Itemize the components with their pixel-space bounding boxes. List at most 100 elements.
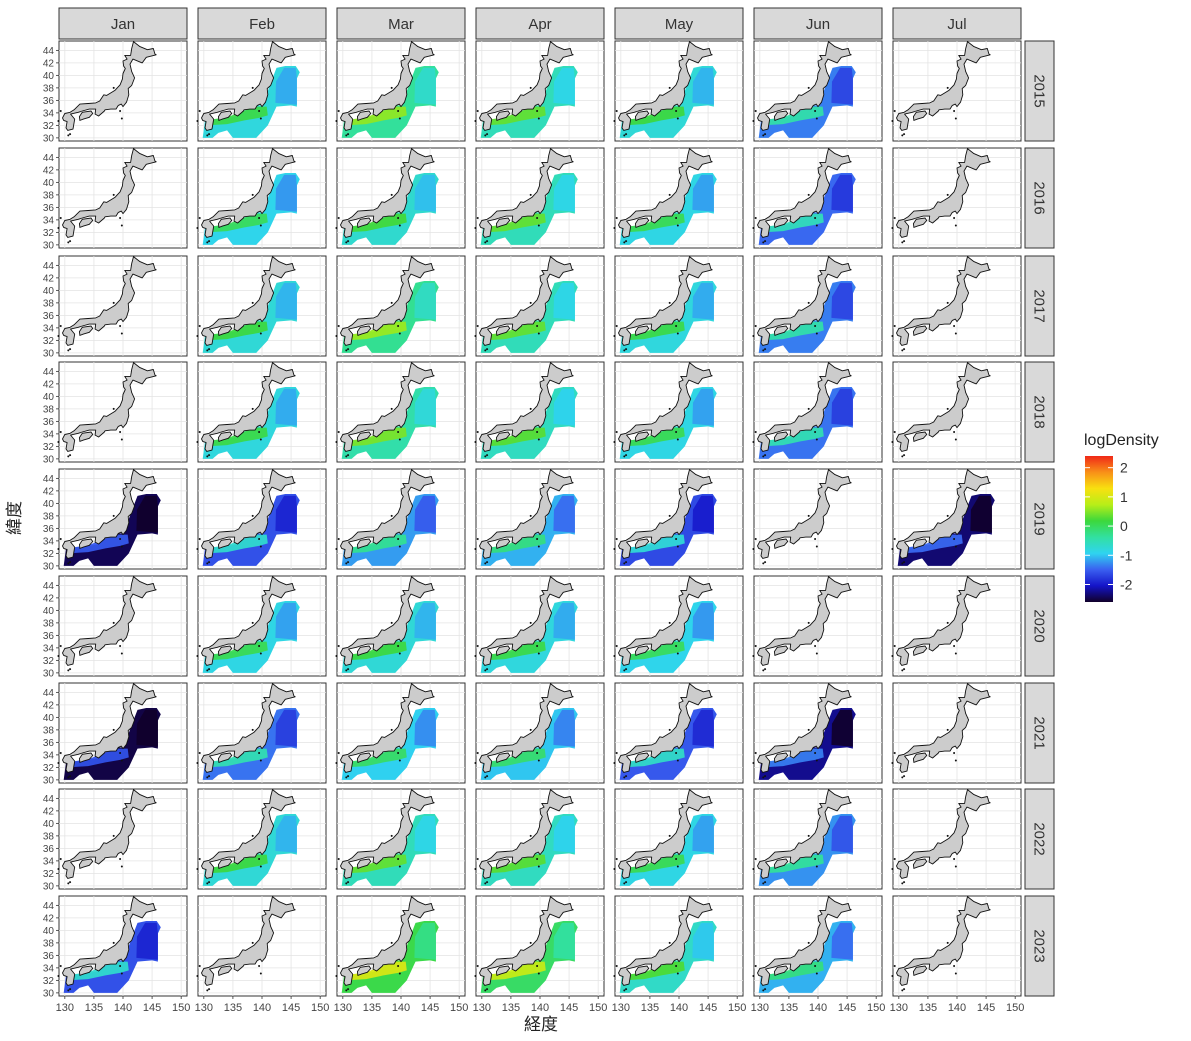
island-dot	[120, 759, 123, 762]
island-dot	[891, 975, 894, 977]
shikoku-landmass	[773, 431, 789, 443]
japan-landmass	[757, 789, 852, 879]
island-dot	[474, 975, 477, 977]
island-dot	[676, 332, 679, 335]
island-dot	[536, 217, 539, 219]
shikoku-landmass	[634, 965, 650, 977]
y-tick-label: 36	[43, 631, 55, 642]
y-tick-label: 44	[43, 474, 55, 485]
legend-tick-label: 0	[1120, 518, 1128, 534]
island-dot	[537, 438, 540, 441]
island-dot	[615, 325, 618, 327]
y-tick-label: 34	[43, 536, 55, 547]
island-dot	[891, 120, 894, 122]
column-strip-label: Feb	[249, 16, 275, 33]
y-tick-label: 32	[43, 656, 55, 667]
facet-panel	[196, 255, 327, 357]
island-dot	[196, 655, 199, 657]
island-dot	[764, 775, 767, 778]
x-tick-label: 140	[392, 1002, 410, 1014]
island-dot	[815, 117, 818, 120]
island-dot	[59, 645, 62, 647]
y-tick-label: 42	[43, 700, 55, 711]
japan-landmass	[757, 41, 852, 131]
density-offshore	[275, 67, 297, 105]
island-dot	[668, 728, 671, 731]
column-strip-label: Jul	[947, 16, 966, 33]
shikoku-landmass	[495, 110, 511, 122]
facet-panel	[891, 682, 1022, 784]
island-dot	[347, 668, 350, 671]
shikoku-landmass	[495, 431, 511, 443]
facet-panel	[196, 40, 327, 142]
facet-panel	[57, 895, 188, 997]
x-tick-label: 145	[699, 1002, 717, 1014]
density-offshore	[831, 67, 853, 105]
japan-landmass	[340, 148, 435, 238]
island-dot	[807, 621, 810, 624]
island-dot	[953, 645, 956, 647]
facet-panel	[474, 147, 605, 249]
x-tick-label: 135	[363, 1002, 381, 1014]
japan-landmass	[201, 896, 296, 986]
island-dot	[67, 989, 70, 992]
island-dot	[536, 645, 539, 647]
shikoku-landmass	[356, 858, 372, 870]
legend-tick-label: -1	[1120, 547, 1133, 563]
japan-landmass	[479, 576, 574, 666]
island-dot	[901, 669, 904, 672]
japan-landmass	[618, 789, 713, 879]
island-dot	[347, 988, 350, 991]
island-dot	[390, 941, 393, 944]
shikoku-landmass	[356, 752, 372, 764]
island-dot	[675, 325, 678, 327]
y-tick-label: 44	[43, 581, 55, 592]
shikoku-landmass	[78, 965, 94, 977]
island-dot	[901, 562, 904, 565]
column-strip-label: May	[665, 16, 694, 33]
island-dot	[484, 989, 487, 992]
facet-panels	[57, 40, 1022, 997]
y-tick-label: 42	[43, 273, 55, 284]
island-dot	[258, 858, 261, 860]
island-dot	[120, 224, 123, 227]
island-dot	[208, 775, 211, 778]
shikoku-landmass	[495, 752, 511, 764]
island-dot	[258, 645, 261, 647]
island-dot	[112, 407, 115, 410]
island-dot	[474, 655, 477, 657]
island-dot	[891, 762, 894, 764]
island-dot	[764, 348, 767, 351]
y-tick-label: 38	[43, 404, 55, 415]
island-dot	[59, 538, 62, 540]
island-dot	[946, 193, 949, 196]
x-tick-label: 140	[531, 1002, 549, 1014]
island-dot	[335, 335, 338, 337]
island-dot	[398, 224, 401, 227]
shikoku-landmass	[78, 431, 94, 443]
y-tick-label: 38	[43, 83, 55, 94]
island-dot	[814, 110, 817, 112]
y-tick-label: 34	[43, 856, 55, 867]
island-dot	[208, 240, 211, 243]
row-strip	[1024, 255, 1055, 357]
x-tick-label: 130	[751, 1002, 769, 1014]
island-dot	[891, 227, 894, 229]
y-tick-label: 30	[43, 881, 55, 892]
island-dot	[198, 431, 201, 433]
island-dot	[668, 86, 671, 89]
island-dot	[623, 776, 626, 779]
island-dot	[196, 120, 199, 122]
island-dot	[901, 241, 904, 244]
facet-panel	[335, 895, 466, 997]
x-tick-label: 135	[85, 1002, 103, 1014]
density-offshore	[970, 495, 992, 533]
density-offshore	[136, 709, 158, 747]
island-dot	[208, 454, 211, 457]
island-dot	[398, 972, 401, 975]
island-dot	[953, 965, 956, 967]
island-dot	[676, 652, 679, 655]
density-offshore	[275, 282, 297, 320]
island-dot	[752, 227, 755, 229]
island-dot	[615, 217, 618, 219]
